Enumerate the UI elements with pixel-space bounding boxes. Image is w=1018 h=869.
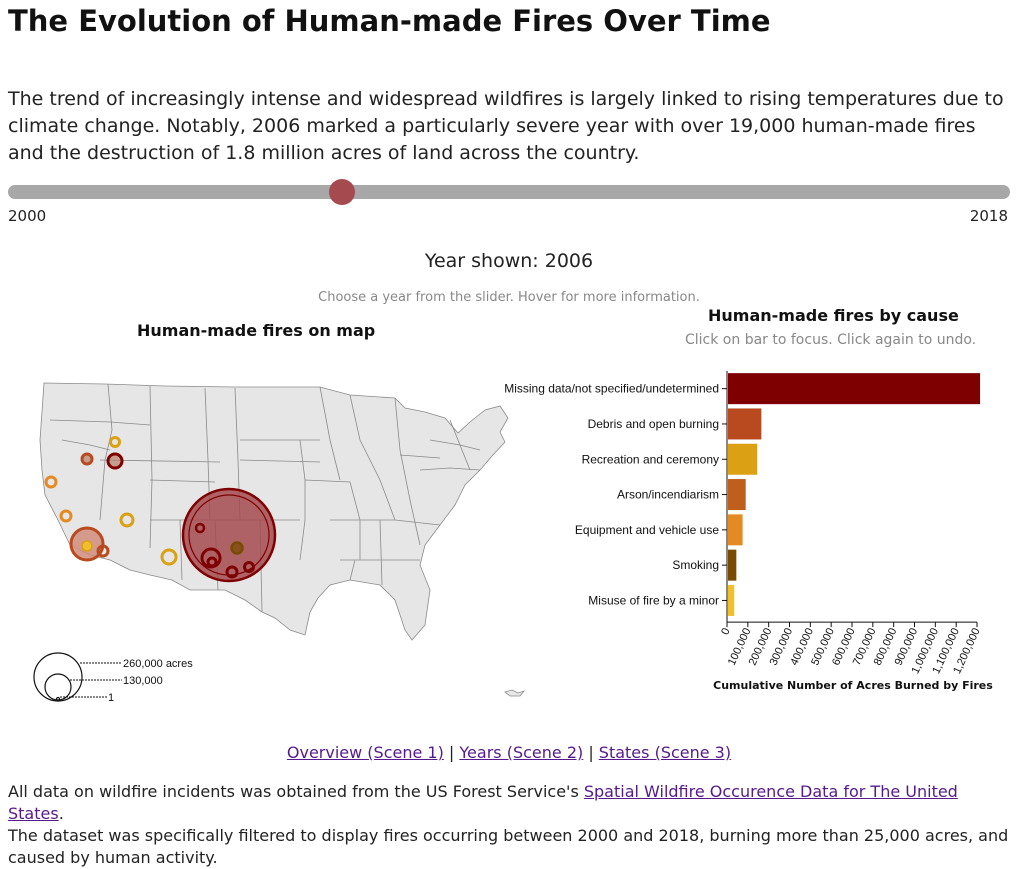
legend-circle-large xyxy=(33,652,83,702)
footer: All data on wildfire incidents was obtai… xyxy=(8,781,1012,869)
legend-label-small: 1 xyxy=(108,692,114,704)
fire-markers[interactable] xyxy=(44,436,277,583)
fire-marker[interactable] xyxy=(160,548,178,566)
fire-marker[interactable] xyxy=(230,541,244,555)
fire-marker[interactable] xyxy=(96,544,110,558)
us-map xyxy=(39,382,526,697)
fire-marker[interactable] xyxy=(109,436,121,448)
bar[interactable] xyxy=(728,549,737,581)
page-title: The Evolution of Human-made Fires Over T… xyxy=(8,4,771,38)
category-label: Arson/incendiarism xyxy=(617,488,719,502)
bar[interactable] xyxy=(728,479,746,511)
bar[interactable] xyxy=(728,584,735,616)
bar-chart-subtitle: Click on bar to focus. Click again to un… xyxy=(685,332,977,348)
category-label: Debris and open burning xyxy=(588,417,719,431)
data-source-link[interactable]: Spatial Wildfire Occurence Data for The … xyxy=(8,782,958,823)
us-map-outline xyxy=(39,382,509,641)
footer-suffix: . xyxy=(58,804,64,823)
legend-circle-medium xyxy=(44,673,72,701)
year-shown: Year shown: 2006 xyxy=(424,250,594,272)
fire-marker[interactable] xyxy=(194,522,206,534)
fire-marker[interactable] xyxy=(119,512,135,528)
fire-marker[interactable] xyxy=(106,452,124,470)
bar[interactable] xyxy=(728,514,743,546)
intro-text: The trend of increasingly intense and wi… xyxy=(8,88,1004,164)
bar[interactable] xyxy=(728,373,981,405)
fire-marker[interactable] xyxy=(59,509,73,523)
bar-chart: Missing data/not specified/undetermined D… xyxy=(504,371,983,676)
slider-thumb[interactable] xyxy=(329,179,355,205)
fire-marker[interactable] xyxy=(225,565,239,579)
fire-marker[interactable] xyxy=(181,487,277,583)
map-title: Human-made fires on map xyxy=(137,321,376,340)
nav-link-overview[interactable]: Overview (Scene 1) xyxy=(286,743,444,762)
year-slider[interactable] xyxy=(8,179,1010,205)
nav-separator: | xyxy=(443,743,460,762)
fire-marker[interactable] xyxy=(44,475,58,489)
footer-line2: The dataset was specifically filtered to… xyxy=(8,826,1009,867)
scene-navigation: Overview (Scene 1) | Years (Scene 2) | S… xyxy=(0,743,1018,762)
nav-link-years[interactable]: Years (Scene 2) xyxy=(459,743,584,762)
category-label: Missing data/not specified/undetermined xyxy=(504,382,719,396)
x-tick-label: 0 xyxy=(719,626,732,637)
instructions-text: Choose a year from the slider. Hover for… xyxy=(318,290,700,305)
fire-marker[interactable] xyxy=(243,561,255,573)
visualization-canvas: 260,000 acres 130,000 1 Missing data/not… xyxy=(33,371,993,704)
category-label: Smoking xyxy=(672,558,719,572)
bar[interactable] xyxy=(728,443,758,475)
footer-prefix: All data on wildfire incidents was obtai… xyxy=(8,782,584,801)
fire-marker[interactable] xyxy=(206,556,218,568)
legend-label-large: 260,000 acres xyxy=(123,658,193,670)
x-axis-title: Cumulative Number of Acres Burned by Fir… xyxy=(713,679,993,692)
category-label: Misuse of fire by a minor xyxy=(588,593,719,607)
fire-marker[interactable] xyxy=(80,452,94,466)
slider-max-label: 2018 xyxy=(969,207,1008,225)
legend-circle-small xyxy=(55,696,61,702)
legend-label-medium: 130,000 xyxy=(123,675,163,687)
slider-min-label: 2000 xyxy=(8,207,47,225)
bar[interactable] xyxy=(728,408,762,440)
category-label: Recreation and ceremony xyxy=(582,452,719,466)
alaska-hawaii-inset xyxy=(504,689,526,697)
nav-link-states[interactable]: States (Scene 3) xyxy=(598,743,732,762)
bar-chart-title: Human-made fires by cause xyxy=(708,306,959,325)
fire-marker[interactable] xyxy=(81,540,93,552)
size-legend: 260,000 acres 130,000 1 xyxy=(33,652,193,704)
category-label: Equipment and vehicle use xyxy=(575,523,719,537)
nav-separator: | xyxy=(583,743,599,762)
